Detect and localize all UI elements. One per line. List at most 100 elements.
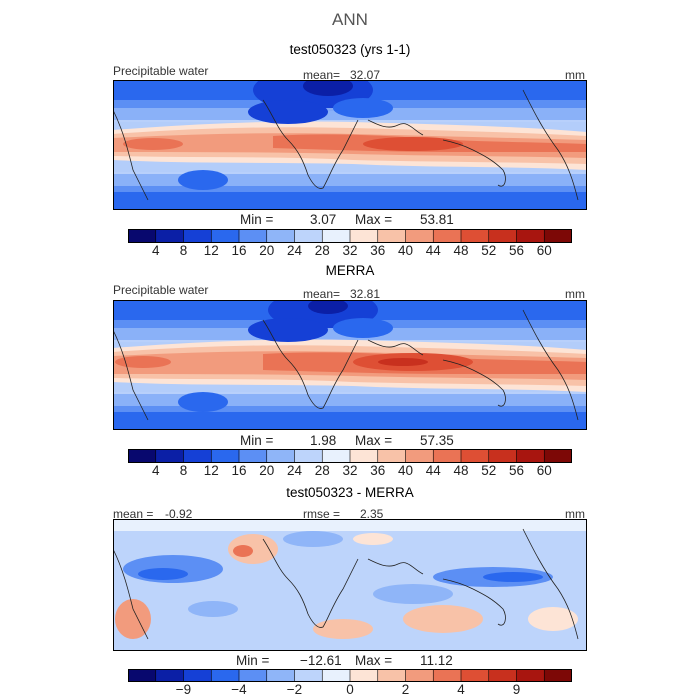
- colorbar-tick-label: 36: [370, 463, 386, 478]
- colorbar-swatch: [405, 669, 434, 682]
- colorbar-swatch: [488, 449, 517, 463]
- colorbar-swatch: [433, 669, 462, 682]
- colorbar-tick-label: 24: [286, 463, 303, 478]
- colorbar-tick-label: 20: [259, 243, 275, 258]
- colorbar-swatch: [516, 229, 545, 243]
- colorbar-swatch: [322, 449, 351, 463]
- panel1-units: mm: [565, 68, 585, 82]
- colorbar-swatch: [322, 229, 351, 243]
- panel3-mean-value: -0.92: [165, 507, 193, 521]
- colorbar-swatch: [516, 669, 545, 682]
- panel2-variable-label: Precipitable water: [113, 283, 209, 297]
- colorbar-border: [128, 229, 572, 243]
- colorbar-swatch: [544, 669, 572, 682]
- colorbar-tick-label: 4: [151, 463, 160, 478]
- colorbar-tick-label: 44: [425, 243, 441, 258]
- colorbar-swatch: [377, 669, 406, 682]
- colorbar-tick-label: 8: [179, 243, 188, 258]
- colorbar-tick-label: 16: [231, 243, 247, 258]
- colorbar-swatch: [266, 229, 295, 243]
- colorbar-swatch: [155, 449, 184, 463]
- colorbar-tick-label: 60: [536, 463, 552, 478]
- colorbar-tick-label: 0: [346, 682, 354, 697]
- panel2-colorbar-ticks: 4 8 12 16 20 24 28 32 36 40 44 48 52 56 60: [128, 463, 572, 481]
- panel1-min-value: 3.07: [310, 212, 337, 227]
- panel1-colorbar: [128, 229, 572, 243]
- colorbar-swatch: [461, 449, 490, 463]
- colorbar-tick-label: 40: [397, 463, 414, 478]
- colorbar-tick-label: 24: [286, 243, 303, 258]
- colorbar-tick-label: 12: [203, 243, 219, 258]
- colorbar-tick-label: 4: [457, 682, 465, 697]
- panel1-max-value: 53.81: [420, 212, 454, 227]
- panel1-variable-label: Precipitable water: [113, 64, 209, 78]
- panel1-colorbar-ticks: 4 8 12 16 20 24 28 32 36 40 44 48 52 56 60: [128, 243, 572, 261]
- panel2-mean-label: mean=: [303, 287, 341, 301]
- colorbar-tick-label: −2: [286, 682, 303, 697]
- colorbar-swatch: [544, 229, 572, 243]
- colorbar-swatch: [266, 449, 295, 463]
- colorbar-tick-label: 36: [370, 243, 386, 258]
- colorbar-swatch: [350, 449, 379, 463]
- colorbar-swatch: [211, 669, 240, 682]
- panel2-max-label: Max =: [355, 433, 393, 448]
- panel3-units: mm: [565, 507, 585, 521]
- colorbar-swatch: [211, 229, 240, 243]
- colorbar-swatch: [405, 229, 434, 243]
- panel1-max-label: Max =: [355, 212, 393, 227]
- colorbar-swatch: [266, 669, 295, 682]
- panel2-min-label: Min =: [240, 433, 274, 448]
- colorbar-tick-label: 28: [314, 463, 330, 478]
- panel2-mean-value: 32.81: [350, 287, 381, 301]
- colorbar-swatch: [405, 449, 434, 463]
- panel2-max-value: 57.35: [420, 433, 454, 448]
- colorbar-tick-label: 20: [259, 463, 275, 478]
- colorbar-tick-label: 28: [314, 243, 330, 258]
- colorbar-swatch: [350, 669, 379, 682]
- colorbar-tick-label: 2: [401, 682, 410, 697]
- colorbar-tick-label: 12: [203, 463, 219, 478]
- colorbar-border: [128, 449, 572, 463]
- panel3-max-label: Max =: [355, 653, 393, 668]
- colorbar-swatch: [488, 669, 517, 682]
- colorbar-border: [128, 669, 572, 682]
- colorbar-swatch: [322, 669, 351, 682]
- colorbar-swatch: [239, 229, 268, 243]
- panel3-colorbar: [128, 669, 572, 682]
- colorbar-tick-label: 48: [453, 243, 469, 258]
- colorbar-swatch: [239, 449, 268, 463]
- colorbar-swatch: [294, 449, 323, 463]
- panel2-units: mm: [565, 287, 585, 301]
- colorbar-tick-label: 52: [481, 243, 497, 258]
- panel1-mean-label: mean=: [303, 68, 341, 82]
- colorbar-swatch: [350, 229, 379, 243]
- colorbar-swatch: [377, 449, 406, 463]
- colorbar-swatch: [128, 449, 157, 463]
- colorbar-swatch: [461, 669, 490, 682]
- panel3-rmse-label: rmse =: [303, 507, 341, 521]
- colorbar-swatch: [128, 229, 157, 243]
- colorbar-tick-label: 60: [536, 243, 552, 258]
- colorbar-tick-label: −9: [175, 682, 192, 697]
- colorbar-tick-label: 40: [397, 243, 414, 258]
- panel3-map: [113, 519, 587, 651]
- colorbar-tick-label: 56: [508, 243, 525, 258]
- panel3-rmse-value: 2.35: [360, 507, 384, 521]
- panel2-title: MERRA: [325, 263, 375, 278]
- panel2-min-value: 1.98: [310, 433, 337, 448]
- panel1-map: [113, 80, 587, 210]
- panel3-min-label: Min =: [236, 653, 270, 668]
- panel3-mean-label: mean =: [113, 507, 154, 521]
- colorbar-swatch: [544, 449, 572, 463]
- colorbar-tick-label: 8: [179, 463, 188, 478]
- colorbar-swatch: [183, 229, 212, 243]
- colorbar-tick-label: 4: [151, 243, 160, 258]
- colorbar-swatch: [433, 449, 462, 463]
- colorbar-tick-label: 52: [481, 463, 497, 478]
- colorbar-swatch: [183, 669, 212, 682]
- colorbar-swatch: [516, 449, 545, 463]
- colorbar-swatch: [128, 669, 157, 682]
- colorbar-tick-label: 48: [453, 463, 469, 478]
- colorbar-tick-label: 56: [508, 463, 525, 478]
- colorbar-swatch: [294, 229, 323, 243]
